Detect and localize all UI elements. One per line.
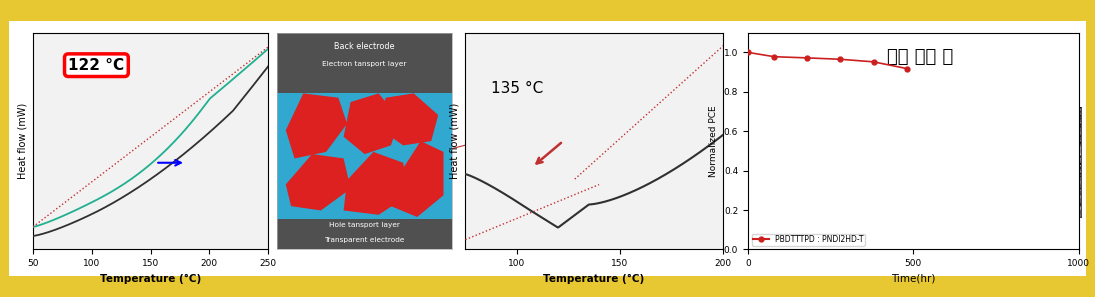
Legend: PBDTTTPD : PNDI2HD-T: PBDTTTPD : PNDI2HD-T — [751, 234, 865, 246]
Polygon shape — [344, 152, 408, 215]
Text: 135 °C: 135 °C — [491, 81, 543, 97]
Polygon shape — [391, 141, 443, 217]
Text: Transparent electrode: Transparent electrode — [324, 237, 405, 243]
Y-axis label: Heat flow (mW): Heat flow (mW) — [18, 103, 27, 179]
Polygon shape — [379, 93, 438, 146]
Text: 현재 측정 中: 현재 측정 中 — [887, 48, 953, 66]
FancyArrow shape — [880, 157, 911, 176]
X-axis label: Temperature (°C): Temperature (°C) — [100, 274, 201, 284]
Bar — [277, 219, 452, 249]
X-axis label: Time(hr): Time(hr) — [891, 274, 935, 284]
Bar — [277, 93, 452, 219]
Text: 122 °C: 122 °C — [68, 58, 125, 73]
Polygon shape — [344, 93, 400, 154]
Y-axis label: Normalized PCE: Normalized PCE — [710, 105, 718, 177]
Text: Hole tansport layer: Hole tansport layer — [330, 222, 400, 228]
Text: Back electrode: Back electrode — [334, 42, 395, 51]
Bar — [277, 33, 452, 93]
Y-axis label: Heat flow (mW): Heat flow (mW) — [450, 103, 460, 179]
Polygon shape — [286, 154, 350, 211]
Polygon shape — [286, 93, 347, 158]
Text: Electron tansport layer: Electron tansport layer — [322, 61, 407, 67]
X-axis label: Temperature (°C): Temperature (°C) — [543, 274, 645, 284]
